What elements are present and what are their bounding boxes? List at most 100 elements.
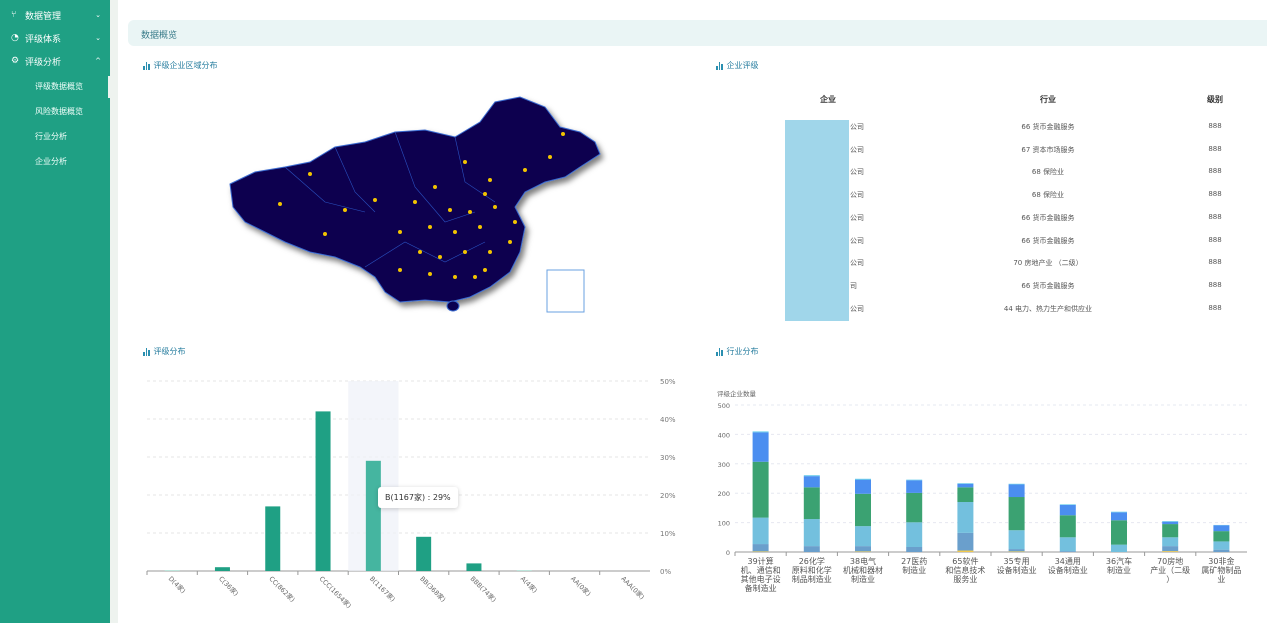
stack-segment [906,479,923,481]
x-tick-label: BBB(74家) [469,574,499,604]
submenu-rating-overview[interactable]: 评级数据概览 [35,82,83,91]
stack-segment [1111,544,1127,552]
cell-company: 公司 [850,259,864,268]
city-dot [398,230,402,234]
china-map[interactable] [225,92,610,322]
cell-company: 公司 [850,304,864,313]
redaction-block [785,120,849,321]
x-tick-label: A(4家) [519,574,540,595]
stack-segment [1008,483,1025,485]
y-tick-label: 500 [718,402,730,410]
stack-segment [957,483,974,488]
x-tick-label: 70房地产业（二级） [1150,556,1190,584]
x-tick-label: CC(862家) [267,574,297,604]
city-dot [473,275,477,279]
stack-segment [855,479,871,494]
city-dot [483,268,487,272]
stack-segment [1059,504,1076,505]
stack-segment [752,431,769,433]
stack-segment [1111,520,1127,545]
stack-segment [1111,511,1127,513]
y-tick-label: 300 [718,461,730,469]
cell-level: 888 [1208,212,1222,221]
cell-company: 公司 [850,213,864,222]
stack-segment [752,432,769,462]
col-header-level[interactable]: 级别 [1207,95,1223,104]
panel-title-table: 企业评级 [716,60,759,71]
city-dot [561,132,565,136]
x-tick-label: C(36家) [217,574,241,598]
stack-segment [803,487,820,520]
y-tick-label: 400 [718,431,730,439]
x-tick-label: 39计算机、通信和其他电子设备制造业 [741,556,781,593]
stack-segment [752,551,769,552]
city-dot [428,225,432,229]
city-dot [493,205,497,209]
submenu-industry-analysis[interactable]: 行业分析 [35,132,67,141]
stack-segment [1008,549,1025,552]
stack-segment [855,546,871,552]
stack-segment [906,547,923,552]
col-header-company[interactable]: 企业 [820,95,836,104]
stack-segment [1059,537,1076,552]
stack-segment [1059,515,1076,538]
map-region [229,96,601,303]
stack-segment [752,517,769,545]
panel-title-rating: 评级分布 [143,346,186,357]
pie-icon: ◔ [11,33,19,43]
city-dot [488,250,492,254]
x-tick-label: 38电气机械和器材制造业 [843,556,883,584]
city-dot [508,240,512,244]
stack-segment [1213,531,1230,542]
cell-company: 公司 [850,191,864,200]
stack-segment [957,483,974,484]
x-tick-label: D(4家) [167,574,188,595]
city-dot [478,225,482,229]
stack-segment [906,492,923,523]
branch-icon: ⑂ [11,10,17,20]
stack-segment [1162,524,1179,538]
bar [516,570,532,571]
industry-distribution-chart: 评级企业数量 0 100 200 300 400 500 39计算机、通信和其他电子设备制造业… [717,389,1247,593]
city-dots [278,132,565,279]
stack-segment [1162,551,1179,552]
stack-segment [1008,497,1025,531]
stack-segment [855,493,871,527]
stack-segment [855,478,871,480]
y-tick-label: 50% [660,378,676,386]
city-dot [488,178,492,182]
menu-rating-system[interactable]: ◔ 评级体系 ⌄ [11,33,101,45]
city-dot [438,255,442,259]
y-tick-label: 20% [660,492,676,500]
city-dot [548,155,552,159]
stack-segment [1162,537,1179,547]
stack-segment [1111,512,1127,521]
stack-segment [803,546,820,552]
city-dot [418,250,422,254]
stack-segment [1008,484,1025,498]
y-axis-label: 评级企业数量 [717,389,757,398]
menu-rating-analysis[interactable]: ⚙ 评级分析 ^ [11,56,101,68]
cell-company: 公司 [850,145,864,154]
stack-segment [1008,530,1025,550]
x-tick-label: BB(368家) [418,574,448,604]
bar-chart-icon [716,347,723,356]
col-header-industry[interactable]: 行业 [1040,95,1056,104]
stack-segment [752,461,769,518]
cell-industry: 66 货币金融服务 [1021,281,1075,290]
city-dot [433,185,437,189]
cell-industry: 66 货币金融服务 [1021,236,1075,245]
x-tick-label: 34通用设备制造业 [1048,556,1088,575]
submenu-risk-overview[interactable]: 风险数据概览 [35,107,83,116]
stack-segment [1059,504,1076,516]
city-dot [308,172,312,176]
submenu-company-analysis[interactable]: 企业分析 [35,157,67,166]
cell-company: 司 [850,281,857,290]
cell-level: 888 [1208,122,1222,130]
stack-segment [855,551,871,552]
city-dot [453,230,457,234]
x-tick-label: 30非金属矿物制品业 [1201,556,1241,584]
menu-data-management[interactable]: ⑂ 数据管理 ⌄ [11,10,101,22]
panel-title-map: 评级企业区域分布 [143,60,218,71]
stack-segment [957,487,974,503]
